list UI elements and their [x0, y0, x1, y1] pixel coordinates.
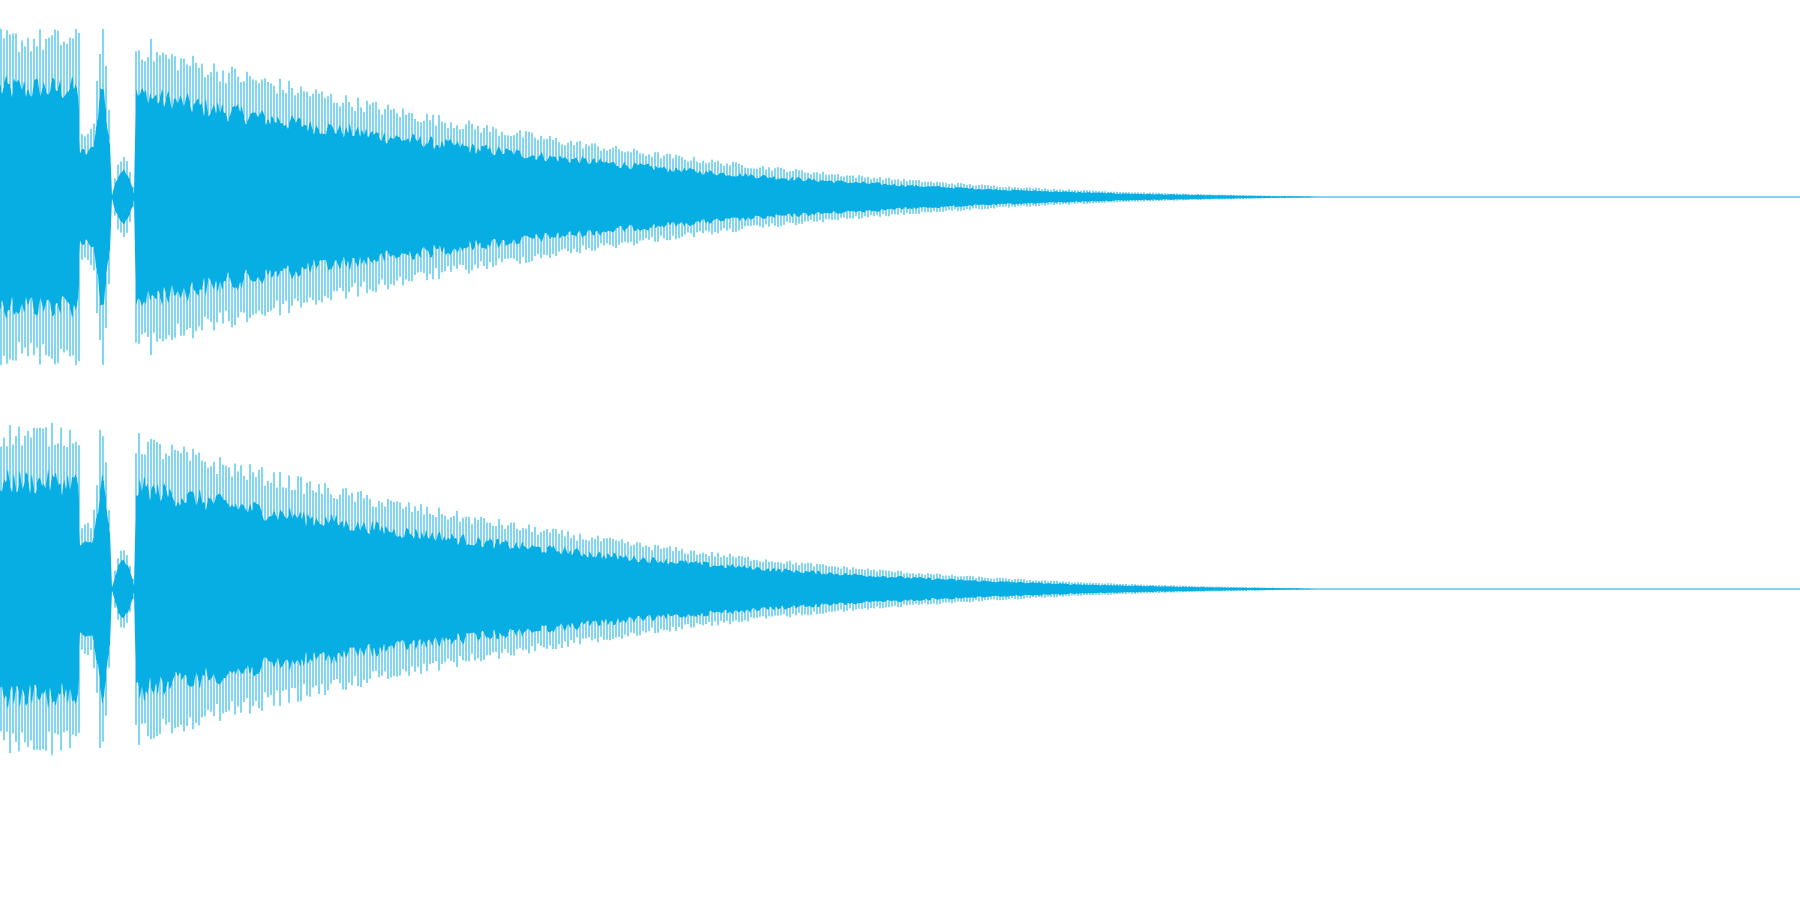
waveform-spikes — [0, 28, 1310, 366]
waveform-channel-2 — [0, 422, 1800, 756]
waveform-body — [0, 469, 1800, 709]
waveform-spikes — [0, 422, 1310, 756]
waveform-body — [0, 75, 1800, 319]
waveform-channel-1 — [0, 28, 1800, 366]
